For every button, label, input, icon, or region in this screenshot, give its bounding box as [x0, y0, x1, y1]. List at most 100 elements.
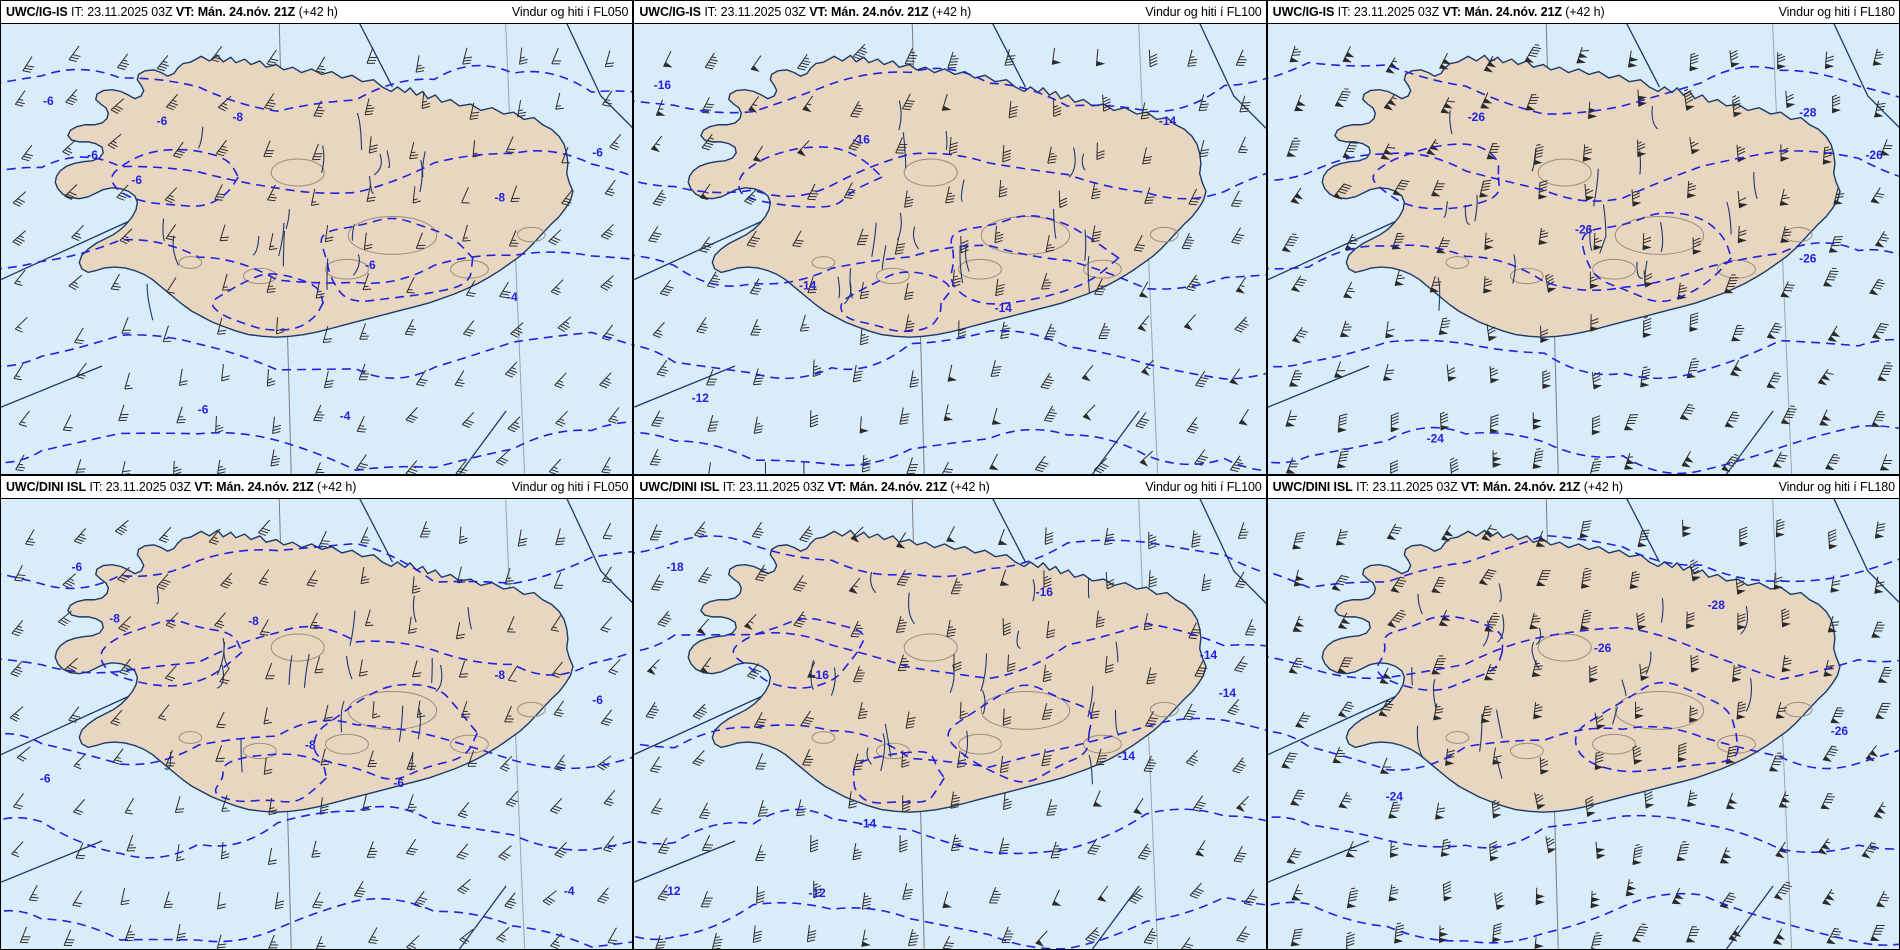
panel-header-left-p4: UWC/DINI ISL IT: 23.11.2025 03Z VT: Mán.…: [6, 480, 356, 494]
svg-text:-6: -6: [365, 258, 376, 272]
isotherm-labels: -6 -8 -8 -8 -6 -8 -6 -6 -4: [40, 560, 603, 898]
forecast-panel-p3[interactable]: UWC/IG-IS IT: 23.11.2025 03Z VT: Mán. 24…: [1266, 0, 1900, 475]
isotherm-contours: [1267, 61, 1899, 474]
svg-text:-8: -8: [109, 612, 120, 626]
isotherm-label: -6: [157, 114, 168, 128]
isotherm-label: -8: [494, 668, 505, 682]
isotherm-label: -6: [43, 94, 54, 108]
isotherm-label: -8: [248, 614, 259, 628]
isotherm-label: -18: [667, 560, 685, 574]
panel-header-left-p1: UWC/IG-IS IT: 23.11.2025 03Z VT: Mán. 24…: [6, 5, 338, 19]
isotherm-labels: -6 -8 -6 -6 -6 -8 -6 -6 -4 -6 -4: [43, 94, 603, 423]
panel-header-p2: UWC/IG-IS IT: 23.11.2025 03Z VT: Mán. 24…: [634, 1, 1266, 24]
isotherm-label: -6: [592, 146, 603, 160]
weather-map-svg-p1: -6 -8 -6 -6 -6 -8 -6 -6 -4 -6 -4: [1, 24, 633, 474]
svg-text:-8: -8: [494, 668, 505, 682]
svg-text:-16: -16: [1036, 585, 1054, 599]
svg-text:-12: -12: [664, 884, 682, 898]
isotherm-labels: -18 -16 -16 -14 -14 -14 -14 -12 -12: [664, 560, 1237, 900]
forecast-hour: (+42 h): [317, 480, 357, 494]
panel-header-p3: UWC/IG-IS IT: 23.11.2025 03Z VT: Mán. 24…: [1267, 1, 1899, 24]
panel-header-left-p6: UWC/DINI ISL IT: 23.11.2025 03Z VT: Mán.…: [1273, 480, 1623, 494]
forecast-hour: (+42 h): [298, 5, 338, 19]
isotherm-label: -6: [365, 258, 376, 272]
svg-text:-12: -12: [809, 886, 827, 900]
level-label: Vindur og hiti í FL100: [1145, 5, 1262, 19]
isotherm-labels: -26 -28 -26 -26 -26 -24: [1426, 105, 1882, 446]
isotherm-label: -8: [232, 110, 243, 124]
inland-waterways: [810, 571, 1120, 785]
svg-text:-26: -26: [1575, 222, 1593, 236]
map-canvas-p4[interactable]: -6 -8 -8 -8 -6 -8 -6 -6 -4: [1, 499, 633, 949]
panel-header-p6: UWC/DINI ISL IT: 23.11.2025 03Z VT: Mán.…: [1267, 476, 1899, 499]
weather-map-svg-p3: -26 -28 -26 -26 -26 -24: [1267, 24, 1899, 474]
svg-text:-28: -28: [1799, 105, 1817, 119]
svg-text:-6: -6: [71, 560, 82, 574]
iceland-landmass: [54, 54, 574, 338]
panel-header-p4: UWC/DINI ISL IT: 23.11.2025 03Z VT: Mán.…: [1, 476, 633, 499]
isotherm-label: -14: [1200, 648, 1218, 662]
forecast-panel-p6[interactable]: UWC/DINI ISL IT: 23.11.2025 03Z VT: Mán.…: [1266, 475, 1900, 950]
isotherm-label: -28: [1799, 105, 1817, 119]
isotherm-labels: -28 -26 -26 -24: [1385, 598, 1848, 803]
isotherm-contours: [634, 535, 1266, 949]
valid-time-label: VT:: [1460, 480, 1480, 494]
isotherm-contours: [1, 64, 633, 472]
svg-text:-6: -6: [592, 693, 603, 707]
isotherm-label: -8: [494, 191, 505, 205]
valid-time-label: VT:: [827, 480, 847, 494]
forecast-panel-p1[interactable]: UWC/IG-IS IT: 23.11.2025 03Z VT: Mán. 24…: [0, 0, 634, 475]
svg-text:-4: -4: [564, 884, 575, 898]
issue-time-value: 23.11.2025 03Z: [1353, 5, 1440, 19]
svg-text:-14: -14: [799, 279, 817, 293]
svg-text:-16: -16: [853, 132, 871, 146]
isotherm-label: -24: [1385, 789, 1403, 803]
forecast-panel-p2[interactable]: UWC/IG-IS IT: 23.11.2025 03Z VT: Mán. 24…: [633, 0, 1267, 475]
isotherm-label: -26: [1799, 252, 1817, 266]
issue-time-label: IT:: [70, 5, 84, 19]
map-canvas-p5[interactable]: -18 -16 -16 -14 -14 -14 -14 -12 -12: [634, 499, 1266, 949]
level-label: Vindur og hiti í FL180: [1778, 480, 1896, 494]
isotherm-label: -8: [305, 738, 316, 752]
isotherm-label: -26: [1830, 724, 1848, 738]
map-canvas-p3[interactable]: -26 -28 -26 -26 -26 -24: [1267, 24, 1899, 474]
svg-text:-14: -14: [859, 817, 877, 831]
isotherm-label: -14: [859, 817, 877, 831]
forecast-hour: (+42 h): [950, 480, 990, 494]
iceland-landmass: [687, 529, 1208, 813]
forecast-panel-p5[interactable]: UWC/DINI ISL IT: 23.11.2025 03Z VT: Mán.…: [633, 475, 1267, 950]
isotherm-label: -24: [1426, 432, 1444, 446]
svg-text:-4: -4: [507, 290, 518, 304]
wind-barbs: [648, 43, 1251, 474]
isotherm-label: -28: [1707, 598, 1725, 612]
svg-text:-8: -8: [494, 191, 505, 205]
inland-waterways: [156, 586, 473, 773]
map-canvas-p6[interactable]: -28 -26 -26 -24: [1267, 499, 1899, 949]
svg-text:-16: -16: [654, 78, 672, 92]
svg-text:-8: -8: [305, 738, 316, 752]
inland-waterways: [146, 112, 426, 321]
forecast-hour: (+42 h): [931, 5, 972, 19]
isotherm-label: -6: [198, 402, 209, 416]
isotherm-contours: [634, 67, 1266, 472]
isotherm-label: -6: [40, 772, 51, 786]
wind-barbs: [1280, 519, 1892, 949]
issue-time-label: IT:: [89, 480, 103, 494]
valid-time-value: Mán. 24.nóv. 21Z: [831, 5, 929, 19]
svg-text:-6: -6: [43, 94, 54, 108]
forecast-hour: (+42 h): [1583, 480, 1623, 494]
isotherm-label: -4: [564, 884, 575, 898]
issue-time-value: 23.11.2025 03Z: [105, 480, 191, 494]
svg-text:-8: -8: [248, 614, 259, 628]
valid-time-value: Mán. 24.nóv. 21Z: [1464, 5, 1562, 19]
isotherm-label: -14: [1118, 749, 1136, 763]
map-canvas-p1[interactable]: -6 -8 -6 -6 -6 -8 -6 -6 -4 -6 -4: [1, 24, 633, 474]
weather-map-svg-p4: -6 -8 -8 -8 -6 -8 -6 -6 -4: [1, 499, 633, 949]
forecast-panel-p4[interactable]: UWC/DINI ISL IT: 23.11.2025 03Z VT: Mán.…: [0, 475, 634, 950]
isotherm-label: -16: [1036, 585, 1054, 599]
forecast-hour: (+42 h): [1565, 5, 1605, 19]
map-canvas-p2[interactable]: -16 -16 -14 -14 -14 -12: [634, 24, 1266, 474]
panel-header-left-p5: UWC/DINI ISL IT: 23.11.2025 03Z VT: Mán.…: [639, 480, 989, 494]
svg-text:-18: -18: [667, 560, 685, 574]
